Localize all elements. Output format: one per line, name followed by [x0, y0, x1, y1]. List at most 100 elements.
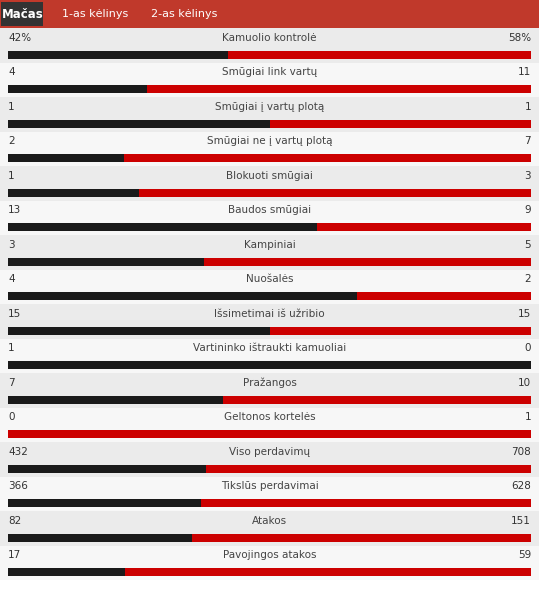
Text: Pavojingos atakos: Pavojingos atakos: [223, 550, 316, 560]
Bar: [8, 293, 357, 300]
Bar: [0, 511, 539, 546]
Bar: [8, 155, 124, 162]
Bar: [0, 408, 539, 442]
Text: 628: 628: [511, 481, 531, 491]
Text: 432: 432: [8, 447, 28, 457]
Text: 151: 151: [511, 516, 531, 526]
Text: 1: 1: [8, 171, 15, 181]
Bar: [201, 499, 531, 507]
Text: Nuošalės: Nuošalės: [246, 274, 293, 284]
Bar: [8, 327, 531, 335]
Text: 2: 2: [8, 136, 15, 146]
Text: 3: 3: [524, 171, 531, 181]
Text: 0: 0: [524, 343, 531, 353]
Text: Viso perdavimų: Viso perdavimų: [229, 447, 310, 457]
Text: Smūgiai ne į vartų plotą: Smūgiai ne į vartų plotą: [207, 136, 332, 146]
Text: 7: 7: [8, 378, 15, 388]
Bar: [8, 258, 204, 266]
Bar: [8, 86, 531, 93]
Bar: [8, 431, 531, 438]
Bar: [8, 155, 531, 162]
Bar: [8, 499, 531, 507]
Bar: [227, 51, 531, 59]
Bar: [0, 201, 539, 235]
Bar: [0, 235, 539, 270]
Bar: [8, 224, 531, 231]
Bar: [0, 339, 539, 373]
Text: 2: 2: [524, 274, 531, 284]
Bar: [0, 28, 539, 63]
Text: 3: 3: [8, 240, 15, 250]
Bar: [0, 546, 539, 580]
Text: 7: 7: [524, 136, 531, 146]
Bar: [8, 431, 531, 438]
Text: 42%: 42%: [8, 32, 31, 42]
Text: Tikslūs perdavimai: Tikslūs perdavimai: [220, 481, 319, 491]
Text: 1: 1: [524, 101, 531, 112]
Bar: [124, 155, 531, 162]
Text: 17: 17: [8, 550, 21, 560]
Bar: [8, 534, 192, 542]
Bar: [8, 258, 531, 266]
Text: 58%: 58%: [508, 32, 531, 42]
Bar: [8, 534, 531, 542]
Bar: [0, 63, 539, 97]
Text: Pražangos: Pražangos: [243, 378, 296, 388]
Bar: [0, 0, 539, 28]
Bar: [0, 304, 539, 339]
Bar: [0, 166, 539, 201]
Bar: [270, 120, 531, 128]
Bar: [8, 465, 531, 473]
Text: 4: 4: [8, 274, 15, 284]
Bar: [0, 442, 539, 477]
Text: Išsimetimai iš užribio: Išsimetimai iš užribio: [214, 309, 325, 319]
Text: Atakos: Atakos: [252, 516, 287, 526]
Bar: [148, 86, 531, 93]
Bar: [8, 327, 270, 335]
Bar: [8, 51, 531, 59]
Bar: [8, 499, 201, 507]
Bar: [8, 189, 531, 197]
Text: Smūgiai į vartų plotą: Smūgiai į vartų plotą: [215, 101, 324, 112]
Text: Mačas: Mačas: [2, 8, 44, 21]
Text: Geltonos kortelės: Geltonos kortelės: [224, 412, 315, 422]
Bar: [357, 293, 531, 300]
Bar: [204, 258, 531, 266]
Text: Smūgiai link vartų: Smūgiai link vartų: [222, 67, 317, 77]
Bar: [8, 396, 223, 404]
Bar: [8, 189, 139, 197]
Bar: [8, 362, 531, 369]
Text: 15: 15: [518, 309, 531, 319]
Bar: [8, 568, 531, 576]
Text: 1: 1: [524, 412, 531, 422]
Text: Baudos smūgiai: Baudos smūgiai: [228, 205, 311, 215]
Text: 366: 366: [8, 481, 28, 491]
Bar: [0, 97, 539, 132]
Bar: [0, 132, 539, 166]
Bar: [139, 189, 531, 197]
Bar: [206, 465, 531, 473]
Text: 11: 11: [518, 67, 531, 77]
Text: 82: 82: [8, 516, 21, 526]
Bar: [8, 120, 270, 128]
Bar: [0, 270, 539, 304]
Bar: [0, 477, 539, 511]
Bar: [8, 465, 206, 473]
Bar: [317, 224, 531, 231]
Bar: [270, 327, 531, 335]
Text: 2-as kėlinys: 2-as kėlinys: [151, 9, 217, 19]
Text: 9: 9: [524, 205, 531, 215]
Text: 4: 4: [8, 67, 15, 77]
Text: Vartininko ištraukti kamuoliai: Vartininko ištraukti kamuoliai: [193, 343, 346, 353]
Bar: [8, 362, 531, 369]
Bar: [125, 568, 531, 576]
Bar: [8, 51, 227, 59]
Bar: [223, 396, 531, 404]
Text: Blokuoti smūgiai: Blokuoti smūgiai: [226, 171, 313, 181]
Text: 5: 5: [524, 240, 531, 250]
Bar: [8, 86, 148, 93]
Text: 59: 59: [518, 550, 531, 560]
Text: 1: 1: [8, 101, 15, 112]
Text: Kamuolio kontrolė: Kamuolio kontrolė: [222, 32, 317, 42]
Text: 0: 0: [8, 412, 15, 422]
